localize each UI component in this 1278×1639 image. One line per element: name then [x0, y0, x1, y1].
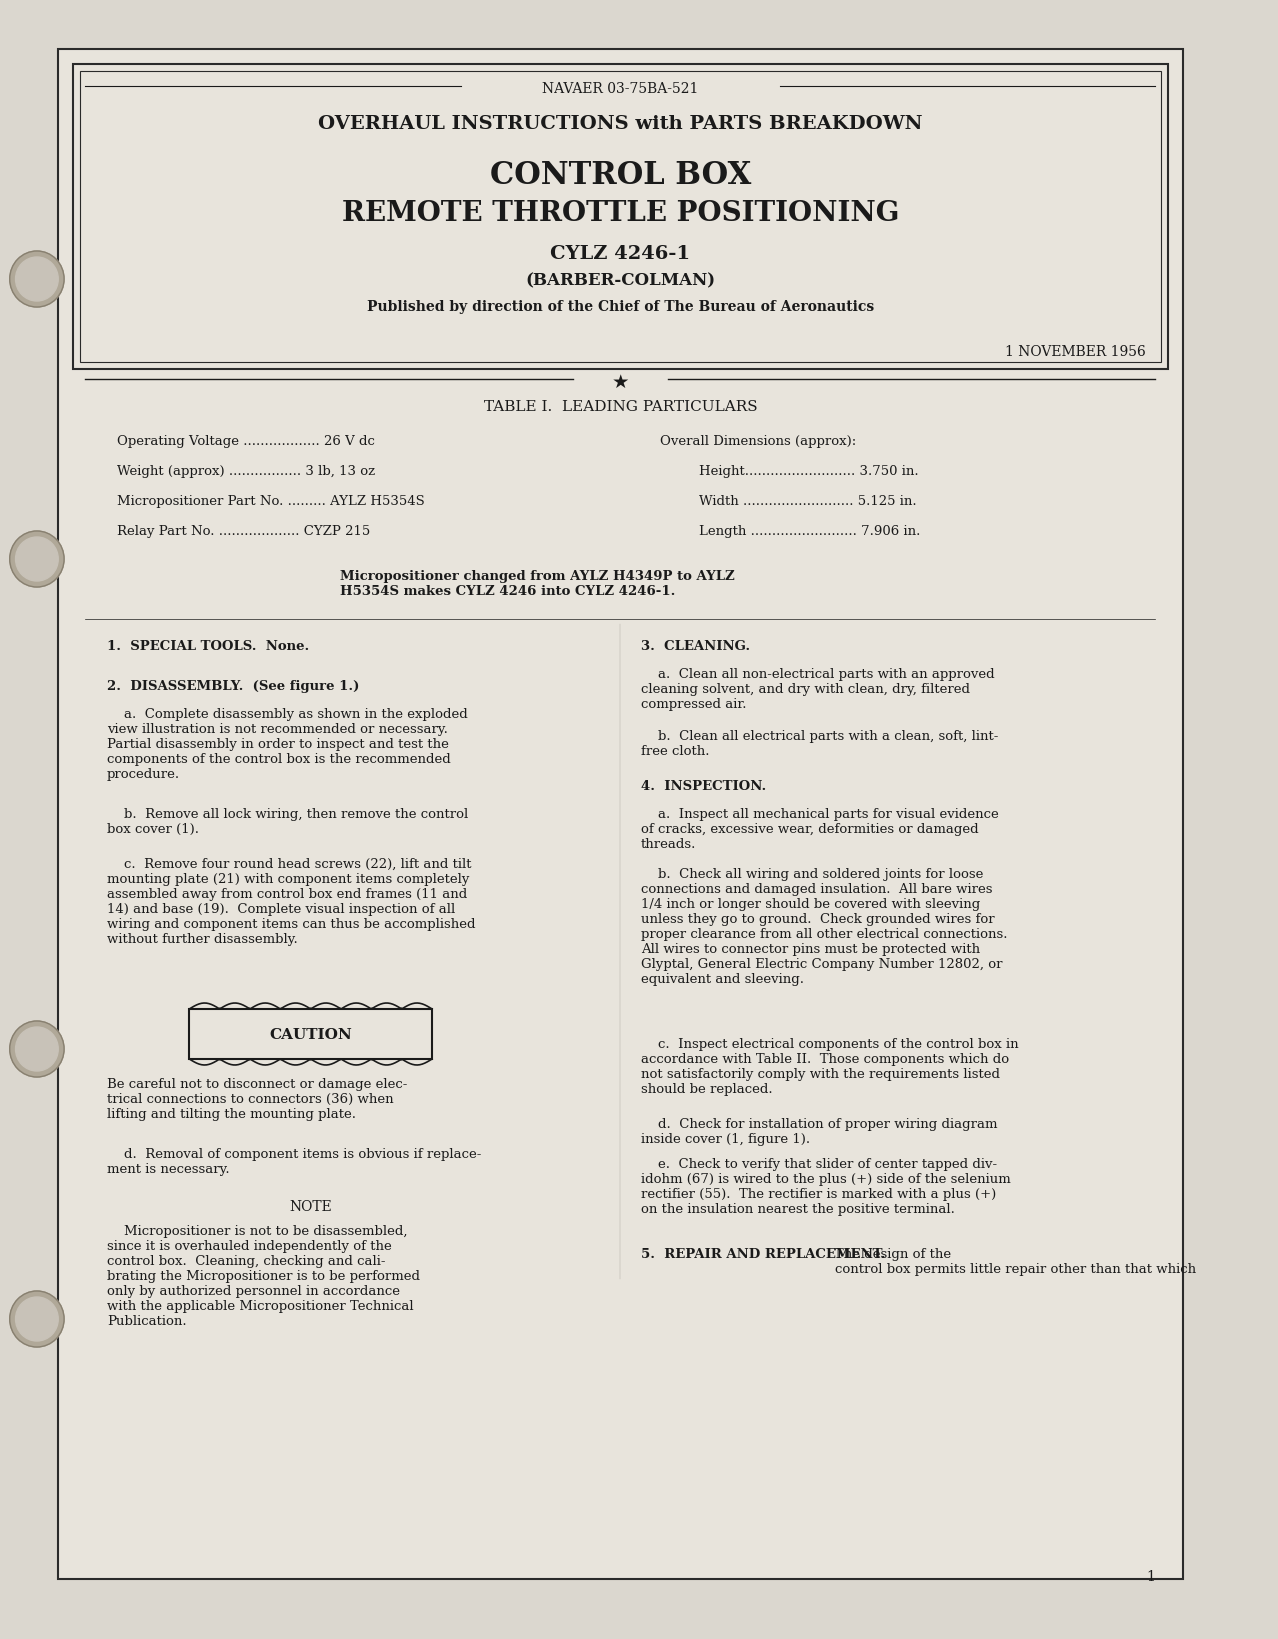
Text: 4.  INSPECTION.: 4. INSPECTION.	[640, 780, 766, 793]
Text: OVERHAUL INSTRUCTIONS with PARTS BREAKDOWN: OVERHAUL INSTRUCTIONS with PARTS BREAKDO…	[318, 115, 923, 133]
Text: a.  Complete disassembly as shown in the exploded
view illustration is not recom: a. Complete disassembly as shown in the …	[107, 708, 468, 780]
Text: NAVAER 03-75BA-521: NAVAER 03-75BA-521	[542, 82, 699, 97]
Text: a.  Clean all non-electrical parts with an approved
cleaning solvent, and dry wi: a. Clean all non-electrical parts with a…	[640, 667, 994, 711]
Text: Width .......................... 5.125 in.: Width .......................... 5.125 i…	[699, 495, 916, 508]
Text: 3.  CLEANING.: 3. CLEANING.	[640, 639, 750, 652]
Text: REMOTE THROTTLE POSITIONING: REMOTE THROTTLE POSITIONING	[341, 200, 900, 226]
Text: 1.  SPECIAL TOOLS.  None.: 1. SPECIAL TOOLS. None.	[107, 639, 309, 652]
Text: d.  Removal of component items is obvious if replace-
ment is necessary.: d. Removal of component items is obvious…	[107, 1147, 482, 1175]
Text: CAUTION: CAUTION	[270, 1028, 351, 1041]
Text: 1 NOVEMBER 1956: 1 NOVEMBER 1956	[1005, 344, 1145, 359]
Text: (BARBER-COLMAN): (BARBER-COLMAN)	[525, 272, 716, 288]
Text: e.  Check to verify that slider of center tapped div-
idohm (67) is wired to the: e. Check to verify that slider of center…	[640, 1157, 1011, 1214]
Circle shape	[15, 1296, 59, 1341]
Circle shape	[10, 531, 64, 588]
Text: c.  Inspect electrical components of the control box in
accordance with Table II: c. Inspect electrical components of the …	[640, 1037, 1019, 1095]
FancyBboxPatch shape	[73, 66, 1168, 370]
Text: b.  Remove all lock wiring, then remove the control
box cover (1).: b. Remove all lock wiring, then remove t…	[107, 808, 468, 836]
Text: 1: 1	[1146, 1569, 1155, 1583]
Text: 5.  REPAIR AND REPLACEMENT.: 5. REPAIR AND REPLACEMENT.	[640, 1247, 886, 1260]
Text: Length ......................... 7.906 in.: Length ......................... 7.906 i…	[699, 524, 920, 538]
Text: Be careful not to disconnect or damage elec-
trical connections to connectors (3: Be careful not to disconnect or damage e…	[107, 1077, 408, 1121]
Text: Relay Part No. ................... CYZP 215: Relay Part No. ................... CYZP …	[116, 524, 369, 538]
Text: The design of the
control box permits little repair other than that which: The design of the control box permits li…	[835, 1247, 1196, 1275]
Circle shape	[15, 257, 59, 302]
Text: ★: ★	[612, 372, 629, 392]
Text: NOTE: NOTE	[289, 1200, 332, 1213]
Text: b.  Clean all electrical parts with a clean, soft, lint-
free cloth.: b. Clean all electrical parts with a cle…	[640, 729, 998, 757]
Text: TABLE I.  LEADING PARTICULARS: TABLE I. LEADING PARTICULARS	[483, 400, 758, 413]
Text: Height.......................... 3.750 in.: Height.......................... 3.750 i…	[699, 465, 919, 477]
Text: b.  Check all wiring and soldered joints for loose
connections and damaged insul: b. Check all wiring and soldered joints …	[640, 867, 1007, 985]
Text: a.  Inspect all mechanical parts for visual evidence
of cracks, excessive wear, : a. Inspect all mechanical parts for visu…	[640, 808, 998, 851]
Text: 2.  DISASSEMBLY.  (See figure 1.): 2. DISASSEMBLY. (See figure 1.)	[107, 680, 359, 693]
Text: Published by direction of the Chief of The Bureau of Aeronautics: Published by direction of the Chief of T…	[367, 300, 874, 313]
Text: CONTROL BOX: CONTROL BOX	[489, 161, 751, 190]
FancyBboxPatch shape	[59, 49, 1182, 1578]
Circle shape	[10, 1292, 64, 1347]
Text: d.  Check for installation of proper wiring diagram
inside cover (1, figure 1).: d. Check for installation of proper wiri…	[640, 1118, 997, 1146]
Circle shape	[10, 1021, 64, 1077]
Circle shape	[15, 1028, 59, 1072]
Text: c.  Remove four round head screws (22), lift and tilt
mounting plate (21) with c: c. Remove four round head screws (22), l…	[107, 857, 475, 946]
Circle shape	[15, 538, 59, 582]
Text: Micropositioner changed from AYLZ H4349P to AYLZ
H5354S makes CYLZ 4246 into CYL: Micropositioner changed from AYLZ H4349P…	[340, 570, 735, 598]
Text: CYLZ 4246-1: CYLZ 4246-1	[551, 244, 690, 262]
Text: Micropositioner is not to be disassembled,
since it is overhauled independently : Micropositioner is not to be disassemble…	[107, 1224, 419, 1328]
FancyBboxPatch shape	[189, 1010, 432, 1059]
Text: Operating Voltage .................. 26 V dc: Operating Voltage .................. 26 …	[116, 434, 374, 447]
Text: Weight (approx) ................. 3 lb, 13 oz: Weight (approx) ................. 3 lb, …	[116, 465, 374, 477]
Text: Micropositioner Part No. ......... AYLZ H5354S: Micropositioner Part No. ......... AYLZ …	[116, 495, 424, 508]
Circle shape	[10, 252, 64, 308]
Text: Overall Dimensions (approx):: Overall Dimensions (approx):	[661, 434, 856, 447]
